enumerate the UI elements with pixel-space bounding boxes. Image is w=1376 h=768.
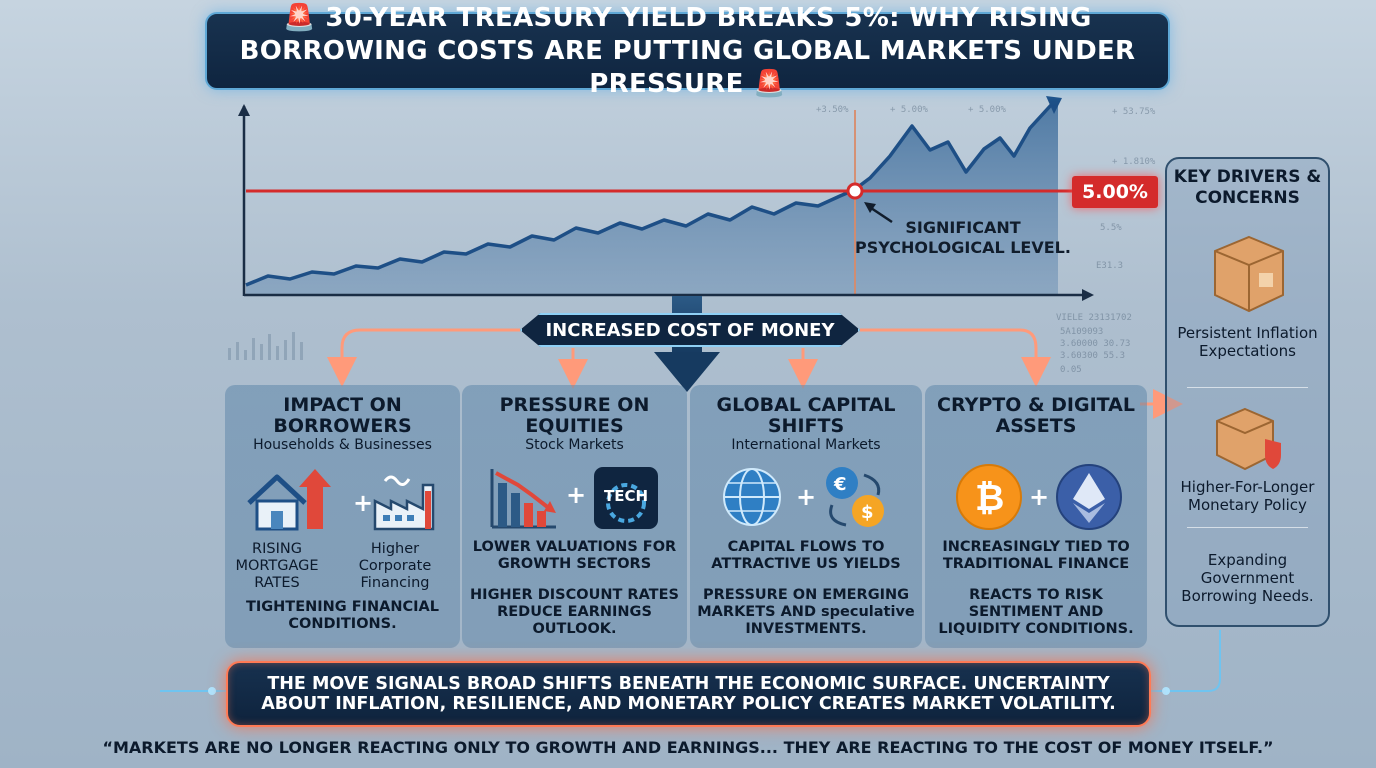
panel-title: CRYPTO & DIGITAL ASSETS [937,394,1135,437]
house-arrow-icon: + [247,469,435,531]
ghost-label: + 53.75% [1112,107,1156,117]
panel-title: PRESSURE ON EQUITIES [499,394,650,437]
panel-title: IMPACT ON BORROWERS [273,394,412,437]
driver-divider [1187,387,1308,388]
ghost-label: 0.05 [1060,365,1082,375]
panel-point-2: REACTS TO RISK SENTIMENT AND LIQUIDITY C… [938,587,1134,637]
panel-subtitle: International Markets [731,437,881,453]
panel-capital: GLOBAL CAPITAL SHIFTS International Mark… [690,385,922,648]
ghost-label: 5.5% [1100,223,1122,233]
globe-icon: + € $ [723,467,884,527]
svg-text:€: € [833,474,847,495]
panel-crypto: CRYPTO & DIGITAL ASSETS ₿ + INCREASINGLY… [925,385,1147,648]
key-drivers-panel: KEY DRIVERS & CONCERNS Persistent Inflat… [1165,157,1330,627]
connector-borrowers [327,328,520,387]
box-shield-icon [1216,407,1281,471]
title-banner: 🚨 30-YEAR TREASURY YIELD BREAKS 5%: WHY … [205,3,1170,99]
panel-point-1: INCREASINGLY TIED TO TRADITIONAL FINANCE [942,539,1130,572]
yield-arrowhead [1046,96,1062,114]
factory-icon [373,475,435,531]
ghost-label: 3.60000 30.73 [1060,339,1130,349]
glow-dot-left [208,687,216,695]
annotation-arrowhead [864,202,876,213]
connector-crypto [860,328,1051,387]
svg-text:+: + [566,481,586,509]
ghost-label: + 5.00% [890,105,929,115]
falling-bars-icon: + [490,467,658,529]
panel-point-2: PRESSURE ON EMERGING MARKETS AND specula… [697,587,915,637]
glow-dot-right [1162,687,1170,695]
svg-text:₿: ₿ [975,478,1004,519]
ghost-label: 5A109093 [1060,327,1103,337]
ghost-label: + 1.810% [1112,157,1156,167]
threshold-tag: 5.00% [1072,176,1158,208]
panel-equities: PRESSURE ON EQUITIES Stock Markets + TEC… [462,385,687,648]
ghost-label: + 5.00% [968,105,1007,115]
ghost-label: E31.3 [1096,261,1123,271]
svg-text:+: + [796,483,816,511]
yield-line [245,102,1054,287]
currency-exchange-icon: € $ [826,467,884,527]
page-title: 🚨 30-YEAR TREASURY YIELD BREAKS 5%: WHY … [239,2,1136,99]
ghost-label: +3.50% [816,105,849,115]
key-drivers-title: KEY DRIVERS & CONCERNS [1173,167,1322,208]
ghost-label: VIELE 23131702 [1056,313,1132,323]
driver-divider [1187,527,1308,528]
panel-borrowers: IMPACT ON BORROWERS Households & Busines… [225,385,460,648]
bitcoin-icon: ₿ + [956,464,1122,530]
tech-badge-label: TECH [603,487,649,505]
panel-subtitle: Stock Markets [525,437,624,453]
panel-point-2: HIGHER DISCOUNT RATES REDUCE EARNINGS OU… [470,587,679,637]
panel-point-1: CAPITAL FLOWS TO ATTRACTIVE US YIELDS [711,539,901,572]
panel-point-1: LOWER VALUATIONS FOR GROWTH SECTORS [472,539,677,572]
svg-text:+: + [1029,483,1049,511]
center-arrow-head [654,352,720,392]
svg-text:+: + [353,489,373,517]
panel-subtitle: Households & Businesses [253,437,432,453]
ghost-mini-bars [228,332,303,360]
closing-quote: “MARKETS ARE NO LONGER REACTING ONLY TO … [102,738,1274,757]
svg-text:$: $ [861,502,874,523]
chart-annotation: SIGNIFICANT PSYCHOLOGICAL LEVEL. [855,218,1071,257]
driver-monetary: Higher-For-Longer Monetary Policy [1180,478,1315,514]
driver-borrowing: Expanding Government Borrowing Needs. [1181,551,1314,605]
panel-note: TIGHTENING FINANCIAL CONDITIONS. [245,599,440,632]
glow-line-right [1151,630,1221,692]
ethereum-icon [1056,464,1122,530]
ghost-label: 3.60300 55.3 [1060,351,1125,361]
corporate-financing-label: Higher Corporate Financing [358,541,432,591]
box-icon [1214,235,1284,313]
panel-title: GLOBAL CAPITAL SHIFTS [716,394,896,437]
break-point [846,182,864,200]
center-banner: INCREASED COST OF MONEY [520,313,860,347]
driver-inflation: Persistent Inflation Expectations [1177,324,1318,360]
mortgage-rates-label: RISING MORTGAGE RATES [235,541,319,591]
summary-text: THE MOVE SIGNALS BROAD SHIFTS BENEATH TH… [261,674,1116,714]
summary-box: THE MOVE SIGNALS BROAD SHIFTS BENEATH TH… [226,661,1151,727]
